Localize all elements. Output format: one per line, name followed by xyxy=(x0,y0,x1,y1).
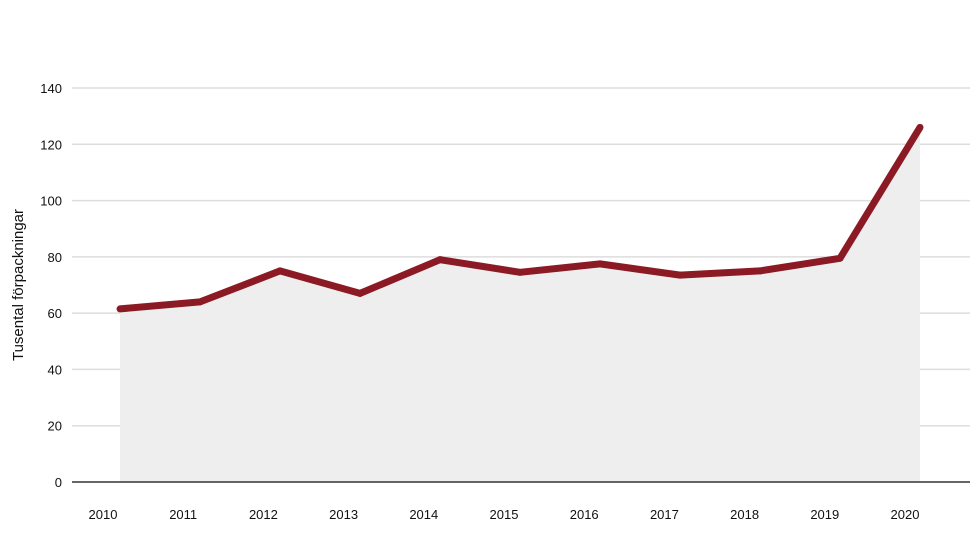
area-fill xyxy=(120,127,920,483)
data-point xyxy=(116,305,124,313)
data-point xyxy=(596,260,604,268)
x-tick-label: 2012 xyxy=(249,507,278,522)
x-tick-label: 2016 xyxy=(570,507,599,522)
y-tick-label: 20 xyxy=(48,419,62,434)
x-tick-label: 2011 xyxy=(169,507,197,522)
data-point xyxy=(356,289,364,297)
data-point xyxy=(436,256,444,264)
x-tick-label: 2020 xyxy=(891,507,920,522)
data-point xyxy=(196,298,204,306)
x-tick-label: 2015 xyxy=(490,507,519,522)
data-point xyxy=(756,267,764,275)
data-point xyxy=(276,267,284,275)
x-tick-label: 2018 xyxy=(730,507,759,522)
y-tick-label: 120 xyxy=(40,137,62,152)
y-tick-label: 100 xyxy=(40,194,62,209)
x-axis-tick-labels: 2010 2011 2012 2013 2014 2015 2016 2017 2018 2019… xyxy=(89,507,920,522)
y-tick-label: 140 xyxy=(40,81,62,96)
y-tick-label: 40 xyxy=(48,362,62,377)
y-axis-title: Tusental förpackningar xyxy=(10,209,27,361)
y-axis-tick-labels: 0 20 40 60 80 100 120 140 xyxy=(40,81,62,490)
data-point xyxy=(516,268,524,276)
x-tick-label: 2010 xyxy=(89,507,118,522)
y-tick-label: 80 xyxy=(48,250,62,265)
x-tick-label: 2019 xyxy=(810,507,839,522)
data-point xyxy=(676,271,684,279)
x-tick-label: 2017 xyxy=(650,507,679,522)
x-tick-label: 2014 xyxy=(409,507,438,522)
data-point xyxy=(916,123,924,131)
data-point xyxy=(836,254,844,262)
data-points xyxy=(116,123,924,313)
y-tick-label: 0 xyxy=(55,475,62,490)
x-tick-label: 2013 xyxy=(329,507,358,522)
y-tick-label: 60 xyxy=(48,306,62,321)
